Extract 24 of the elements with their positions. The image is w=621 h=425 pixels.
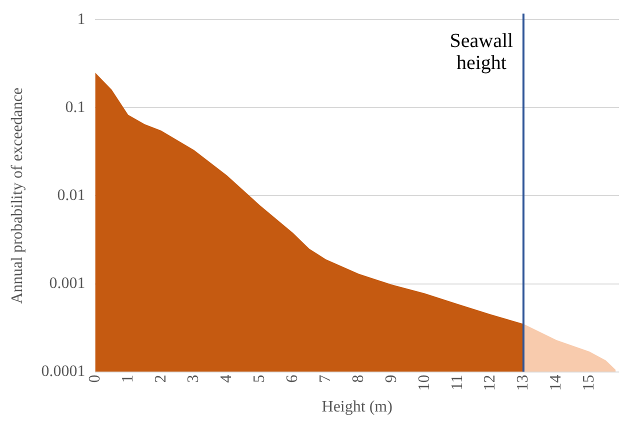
x-tick-label: 7 (317, 374, 334, 383)
y-tick-label: 0.001 (49, 274, 86, 292)
x-tick-label: 4 (218, 374, 236, 383)
x-tick-label: 15 (580, 374, 598, 391)
x-tick-label: 8 (350, 374, 367, 383)
x-tick-label: 11 (448, 374, 466, 390)
x-tick-label: 13 (514, 374, 532, 391)
y-tick-label: 1 (77, 10, 86, 28)
x-tick-label: 3 (185, 374, 202, 383)
x-tick-label: 0 (86, 374, 104, 383)
y-tick-label: 0.0001 (41, 363, 86, 380)
x-tick-label: 5 (251, 374, 268, 383)
ref-line-label: Seawall height (450, 30, 514, 74)
x-tick-label: 10 (416, 374, 433, 391)
x-tick-label: 14 (548, 374, 565, 391)
y-tick-label: 0.1 (65, 98, 86, 116)
x-tick-label: 12 (482, 374, 499, 391)
x-tick-label: 9 (382, 374, 400, 383)
x-axis-title: Height (m) (322, 398, 392, 416)
x-tick-label: 6 (284, 374, 302, 383)
y-axis-title: Annual probability of exceedance (8, 88, 26, 304)
x-tick-label: 2 (152, 374, 170, 383)
y-tick-label: 0.01 (57, 186, 86, 204)
x-tick-label: 1 (119, 374, 136, 383)
